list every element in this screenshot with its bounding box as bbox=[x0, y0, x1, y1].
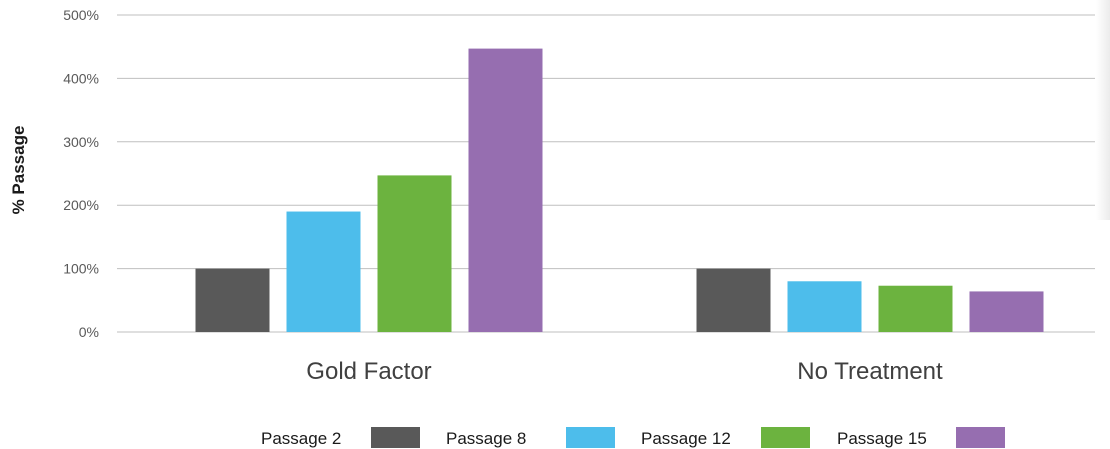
bar bbox=[878, 285, 953, 332]
category-labels: Gold Factor No Treatment bbox=[306, 358, 943, 385]
bar bbox=[195, 268, 270, 332]
y-tick-label: 100% bbox=[63, 261, 99, 277]
legend-swatch bbox=[566, 427, 615, 448]
y-tick-label: 500% bbox=[63, 7, 99, 23]
y-tick-label: 300% bbox=[63, 134, 99, 150]
x-category-label: No Treatment bbox=[797, 358, 943, 385]
bar bbox=[468, 48, 543, 333]
bar bbox=[696, 268, 771, 332]
bars bbox=[195, 48, 1044, 333]
bar bbox=[787, 281, 862, 332]
legend: Passage 2 Passage 8 Passage 12 Passage 15 bbox=[261, 427, 1005, 448]
legend-swatch bbox=[956, 427, 1005, 448]
legend-label: Passage 12 bbox=[641, 429, 731, 448]
bar bbox=[286, 211, 361, 332]
legend-label: Passage 15 bbox=[837, 429, 927, 448]
bar bbox=[377, 175, 452, 332]
y-tick-label: 400% bbox=[63, 70, 99, 86]
x-category-label: Gold Factor bbox=[306, 358, 431, 385]
bar bbox=[969, 291, 1044, 332]
legend-label: Passage 8 bbox=[446, 429, 526, 448]
legend-swatch bbox=[371, 427, 420, 448]
y-axis-title: % Passage bbox=[9, 126, 28, 215]
y-tick-label: 200% bbox=[63, 197, 99, 213]
y-tick-label: 0% bbox=[79, 324, 99, 340]
legend-label: Passage 2 bbox=[261, 429, 341, 448]
legend-swatch bbox=[761, 427, 810, 448]
page-edge-shadow bbox=[1096, 0, 1110, 220]
y-axis-ticks: 0% 100% 200% 300% 400% 500% bbox=[63, 7, 99, 340]
